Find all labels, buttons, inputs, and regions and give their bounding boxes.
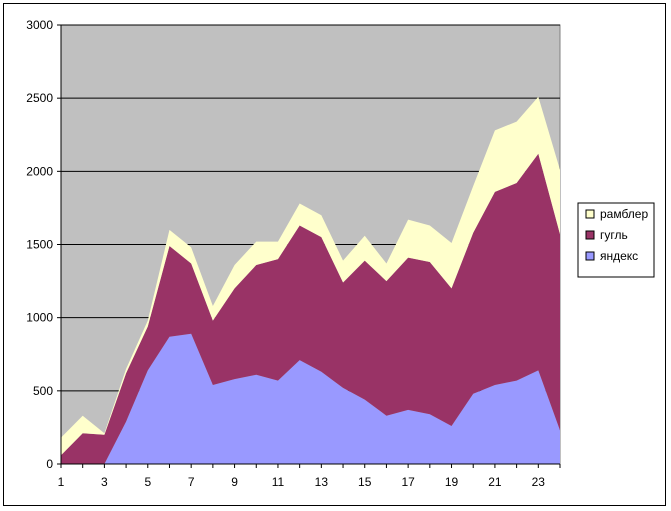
y-tick-label-3000: 3000 <box>26 18 53 32</box>
area-series-3 <box>61 96 560 456</box>
x-tick-label-13: 13 <box>315 475 329 489</box>
x-tick-label-3: 3 <box>101 475 108 489</box>
y-tick-label-2500: 2500 <box>26 91 53 105</box>
x-tick-label-11: 11 <box>272 475 285 489</box>
x-tick-label-9: 9 <box>231 475 238 489</box>
area-series-2 <box>61 153 560 465</box>
x-tick-label-1: 1 <box>58 475 65 489</box>
y-tick-label-500: 500 <box>33 384 53 398</box>
x-tick-label-15: 15 <box>358 475 372 489</box>
y-tick-label-1000: 1000 <box>26 311 53 325</box>
legend-label-1: рамблер <box>600 207 648 221</box>
y-tick-label-0: 0 <box>46 457 53 471</box>
x-tick-label-5: 5 <box>144 475 151 489</box>
x-tick-label-17: 17 <box>401 475 415 489</box>
x-tick-label-7: 7 <box>188 475 195 489</box>
area-series-1 <box>61 333 560 464</box>
legend-swatch-1 <box>585 209 595 219</box>
legend-label-2: гугль <box>600 228 628 242</box>
x-tick-label-23: 23 <box>532 475 546 489</box>
legend-swatch-2 <box>585 230 595 240</box>
y-tick-label-1500: 1500 <box>26 238 53 252</box>
legend-swatch-3 <box>585 251 595 261</box>
x-tick-label-19: 19 <box>445 475 459 489</box>
y-tick-label-2000: 2000 <box>26 164 53 178</box>
x-tick-label-21: 21 <box>488 475 502 489</box>
legend-label-3: яндекс <box>600 249 638 263</box>
